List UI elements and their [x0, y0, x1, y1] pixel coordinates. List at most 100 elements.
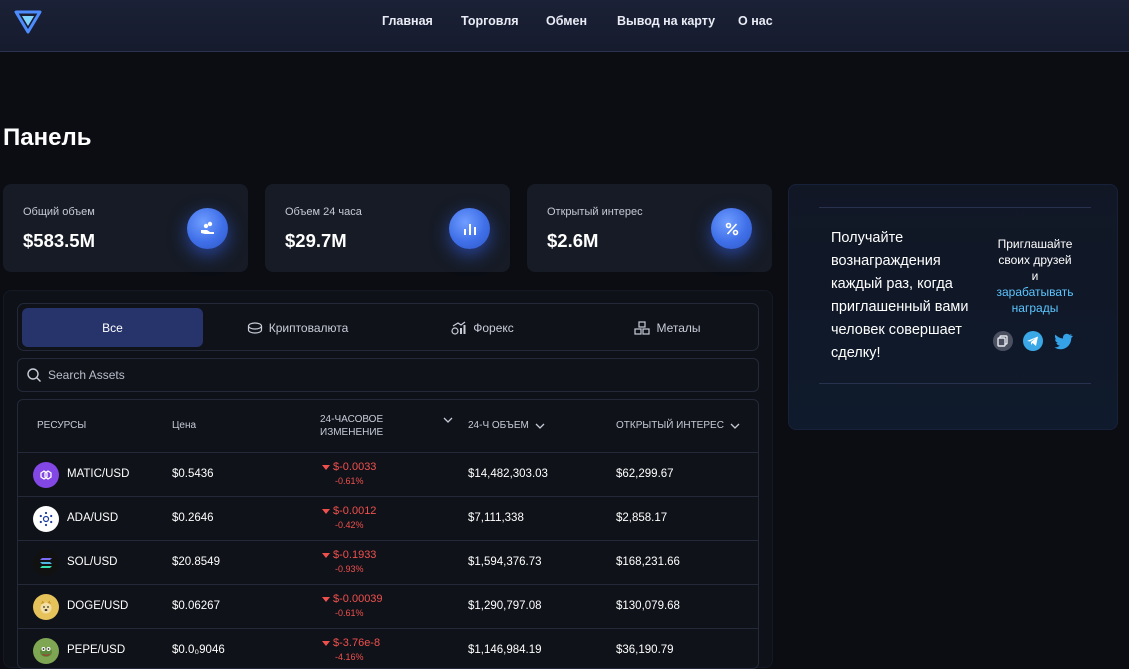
change-percent: -0.61% — [335, 608, 364, 618]
tab-forex[interactable]: Форекс — [392, 308, 573, 347]
page-title: Панель — [3, 124, 92, 151]
asset-price: $0.2646 — [172, 512, 214, 524]
down-arrow-icon — [322, 640, 330, 646]
asset-name: PEPE/USD — [67, 644, 126, 656]
coins-hand-icon — [187, 208, 228, 249]
table-row[interactable]: MATIC/USD $0.5436 $-0.0033 -0.61% $14,48… — [18, 452, 758, 496]
volume-24h: $7,111,338 — [468, 512, 524, 524]
tab-label: Все — [102, 320, 123, 335]
search-input[interactable] — [48, 359, 748, 391]
invite-text-and: и — [1031, 269, 1039, 283]
chevron-down-icon — [730, 423, 740, 429]
divider — [819, 207, 1091, 208]
change-percent: -0.93% — [335, 564, 364, 574]
invite-text: Приглашайте своих друзей — [997, 237, 1073, 267]
pepe-icon — [33, 638, 59, 664]
search-bar — [17, 358, 759, 392]
tab-label: Металы — [656, 320, 701, 335]
column-header-label: 24-Ч ОБЪЕМ — [468, 420, 529, 431]
change-percent: -0.42% — [335, 520, 364, 530]
volume-24h: $1,146,984.19 — [468, 644, 542, 656]
price-change: $-0.0012 -0.42% — [322, 505, 376, 530]
down-arrow-icon — [322, 552, 330, 558]
matic-icon — [33, 462, 59, 488]
bar-chart-icon — [449, 208, 490, 249]
share-icons — [992, 330, 1082, 352]
copy-icon[interactable] — [992, 330, 1014, 352]
down-arrow-icon — [322, 596, 330, 602]
doge-icon — [33, 594, 59, 620]
change-value: $-3.76e-8 — [333, 637, 381, 649]
stat-card-volume-24h: Объем 24 часа $29.7M — [265, 184, 510, 272]
column-header-volume[interactable]: 24-Ч ОБЪЕМ — [468, 420, 545, 431]
tab-label: Криптовалюта — [268, 320, 349, 335]
price-change: $-0.1933 -0.93% — [322, 549, 376, 574]
asset-price: $20.8549 — [172, 556, 220, 568]
nav-item-home[interactable]: Главная — [382, 14, 433, 28]
stat-value: $583.5M — [23, 230, 95, 251]
column-header-label-line: ИЗМЕНЕНИЕ — [320, 427, 384, 438]
open-interest: $2,858.17 — [616, 512, 668, 524]
table-row[interactable]: SOL/USD $20.8549 $-0.1933 -0.93% $1,594,… — [18, 540, 758, 584]
cardano-icon — [33, 506, 59, 532]
stat-card-total-volume: Общий объем $583.5M — [3, 184, 248, 272]
nav-item-withdraw-to-card[interactable]: Вывод на карту — [617, 14, 716, 28]
asset-price: $0.5436 — [172, 468, 214, 480]
asset-price: $0.0₀9046 — [172, 644, 225, 656]
change-value: $-0.1933 — [333, 549, 377, 561]
top-navigation-bar: Главная Торговля Обмен Вывод на карту О … — [0, 0, 1129, 52]
stat-label: Общий объем — [23, 206, 95, 218]
open-interest: $36,190.79 — [616, 644, 674, 656]
price-change: $-0.00039 -0.61% — [322, 593, 383, 618]
asset-name: ADA/USD — [67, 512, 119, 524]
volume-24h: $1,290,797.08 — [468, 600, 542, 612]
open-interest: $168,231.66 — [616, 556, 680, 568]
column-header-open-interest[interactable]: ОТКРЫТЫЙ ИНТЕРЕС — [616, 420, 740, 431]
change-value: $-0.0012 — [333, 505, 377, 517]
asset-name: MATIC/USD — [67, 468, 130, 480]
change-percent: -0.61% — [335, 476, 364, 486]
invite-block: Приглашайте своих друзей и зарабатывать … — [983, 236, 1087, 316]
column-header-asset[interactable]: РЕСУРСЫ — [37, 420, 86, 431]
stat-label: Объем 24 часа — [285, 206, 362, 218]
column-header-label: Цена — [172, 420, 197, 431]
asset-category-tabs: Все Криптовалюта Форекс Метал — [17, 303, 759, 351]
change-percent: -4.16% — [335, 652, 364, 662]
metals-icon — [634, 320, 651, 335]
asset-price: $0.06267 — [172, 600, 220, 612]
nav-item-about[interactable]: О нас — [738, 14, 773, 28]
chevron-down-icon — [443, 417, 453, 423]
stat-label: Открытый интерес — [547, 206, 643, 218]
chevron-down-icon — [535, 423, 545, 429]
main-nav: Главная Торговля Обмен Вывод на карту О … — [0, 14, 1129, 34]
volume-24h: $1,594,376.73 — [468, 556, 542, 568]
telegram-icon[interactable] — [1022, 330, 1044, 352]
coins-icon — [247, 321, 262, 334]
tab-all[interactable]: Все — [22, 308, 203, 347]
tab-crypto[interactable]: Криптовалюта — [207, 308, 388, 347]
nav-item-exchange[interactable]: Обмен — [546, 14, 588, 28]
stat-value: $29.7M — [285, 230, 347, 251]
referral-panel: Получайте вознаграждения каждый раз, ког… — [788, 184, 1118, 430]
earn-rewards-link[interactable]: зарабатывать награды — [996, 285, 1074, 315]
tab-metals[interactable]: Металы — [577, 308, 758, 347]
logo-icon[interactable] — [14, 8, 42, 36]
tab-label: Форекс — [473, 320, 514, 335]
nav-item-trading[interactable]: Торговля — [461, 14, 519, 28]
column-header-change[interactable]: 24-ЧАСОВОЕ ИЗМЕНЕНИЕ — [320, 413, 453, 439]
table-row[interactable]: PEPE/USD $0.0₀9046 $-3.76e-8 -4.16% $1,1… — [18, 628, 758, 668]
forex-icon — [451, 321, 466, 335]
asset-name: SOL/USD — [67, 556, 118, 568]
volume-24h: $14,482,303.03 — [468, 468, 548, 480]
open-interest: $130,079.68 — [616, 600, 680, 612]
column-header-price[interactable]: Цена — [172, 420, 196, 431]
twitter-icon[interactable] — [1052, 330, 1074, 352]
divider — [819, 383, 1091, 384]
column-header-label-line: 24-ЧАСОВОЕ — [320, 414, 384, 425]
table-row[interactable]: ADA/USD $0.2646 $-0.0012 -0.42% $7,111,3… — [18, 496, 758, 540]
search-icon — [27, 368, 41, 382]
table-row[interactable]: DOGE/USD $0.06267 $-0.00039 -0.61% $1,29… — [18, 584, 758, 628]
column-header-label: ОТКРЫТЫЙ ИНТЕРЕС — [616, 420, 724, 431]
percent-icon — [711, 208, 752, 249]
stat-value: $2.6M — [547, 230, 599, 251]
